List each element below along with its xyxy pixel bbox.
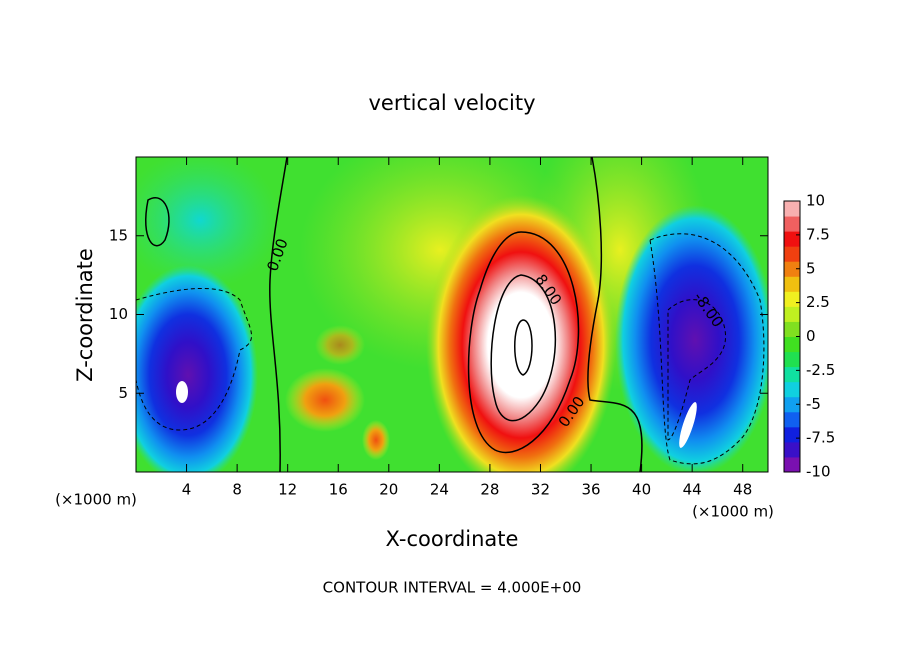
colorbar-band (784, 426, 800, 443)
colorbar-band (784, 366, 800, 383)
colorbar-band (784, 246, 800, 262)
field (136, 157, 768, 472)
x-tick-label: 40 (632, 481, 651, 499)
y-tick-label: 15 (109, 226, 128, 244)
colorbar-band (784, 306, 800, 322)
x-tick-label: 12 (278, 481, 297, 499)
colorbar-tick-label: 5 (806, 259, 816, 277)
colorbar-tick-label: 7.5 (806, 225, 830, 243)
colorbar-band (784, 336, 800, 353)
colorbar-tick-label: 0 (806, 327, 816, 345)
colorbar-band (784, 261, 800, 277)
colorbar-band (784, 321, 800, 337)
x-tick-label: 48 (733, 481, 752, 499)
colorbar-band (784, 441, 800, 458)
colorbar-band (784, 396, 800, 413)
x-tick-label: 24 (430, 481, 449, 499)
x-tick-label: 36 (581, 481, 600, 499)
x-tick-label: 28 (480, 481, 499, 499)
colorbar-band (784, 231, 800, 247)
colorbar-band (784, 351, 800, 368)
x-tick-label: 20 (379, 481, 398, 499)
x-unit-label: (×1000 m) (55, 491, 137, 509)
x-tick-label: 44 (683, 481, 702, 499)
colorbar-tick-label: 10 (806, 192, 825, 210)
y-tick-label: 10 (109, 305, 128, 323)
colorbar-tick-label: 2.5 (806, 293, 830, 311)
colorbar-band (784, 291, 800, 307)
x-unit-label: (×1000 m) (692, 503, 774, 521)
y-axis-label: Z-coordinate (73, 248, 97, 382)
x-tick-label: 8 (232, 481, 242, 499)
x-tick-label: 16 (329, 481, 348, 499)
x-tick-label: 4 (182, 481, 192, 499)
x-axis-label: X-coordinate (386, 527, 519, 551)
y-tick-label: 5 (118, 384, 128, 402)
colorbar-tick-label: -5 (806, 395, 821, 413)
chart-title: vertical velocity (368, 91, 535, 115)
colorbar-band (784, 411, 800, 428)
colorbar-tick-label: -2.5 (806, 361, 835, 379)
colorbar-band (784, 201, 800, 217)
colorbar-band (784, 381, 800, 398)
colorbar-band (784, 276, 800, 292)
colorbar-band (784, 456, 800, 473)
x-tick-label: 32 (531, 481, 550, 499)
colorbar-tick-label: -7.5 (806, 429, 835, 447)
colorbar-band (784, 216, 800, 232)
colorbar-tick-label: -10 (806, 463, 831, 481)
footer: CONTOUR INTERVAL = 4.000E+00 (323, 579, 582, 597)
